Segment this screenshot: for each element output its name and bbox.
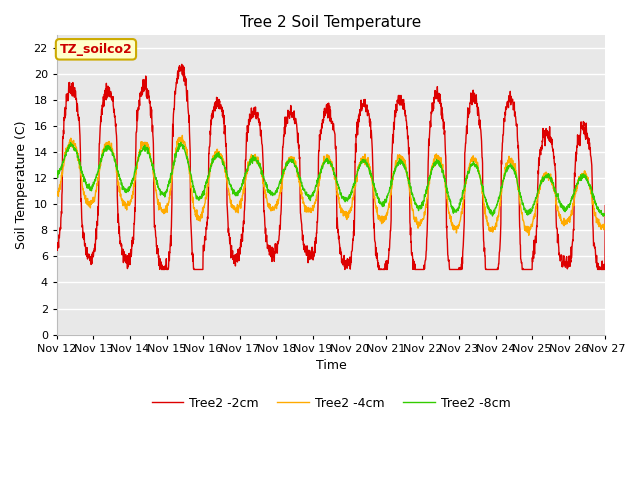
Tree2 -8cm: [568, 196, 576, 202]
Tree2 -4cm: [491, 226, 499, 231]
Tree2 -2cm: [359, 101, 367, 107]
Tree2 -4cm: [53, 190, 61, 195]
Tree2 -8cm: [53, 172, 61, 178]
Text: TZ_soilco2: TZ_soilco2: [60, 43, 132, 56]
Tree2 -8cm: [177, 140, 184, 145]
Tree2 -8cm: [602, 213, 609, 218]
Tree2 -4cm: [347, 205, 355, 211]
Y-axis label: Soil Temperature (C): Soil Temperature (C): [15, 120, 28, 249]
X-axis label: Time: Time: [316, 359, 346, 372]
Tree2 -4cm: [179, 132, 186, 138]
Tree2 -8cm: [206, 168, 214, 174]
Tree2 -8cm: [359, 158, 367, 164]
Tree2 -4cm: [602, 221, 609, 227]
Tree2 -4cm: [525, 232, 532, 238]
Tree2 -2cm: [491, 266, 499, 272]
Tree2 -2cm: [178, 61, 186, 67]
Tree2 -2cm: [602, 203, 609, 208]
Line: Tree2 -8cm: Tree2 -8cm: [57, 143, 605, 216]
Tree2 -4cm: [554, 207, 561, 213]
Tree2 -2cm: [53, 240, 61, 246]
Tree2 -4cm: [206, 168, 214, 174]
Tree2 -2cm: [207, 128, 214, 134]
Legend: Tree2 -2cm, Tree2 -4cm, Tree2 -8cm: Tree2 -2cm, Tree2 -4cm, Tree2 -8cm: [147, 392, 516, 415]
Tree2 -2cm: [348, 259, 355, 265]
Tree2 -4cm: [359, 154, 367, 159]
Title: Tree 2 Soil Temperature: Tree 2 Soil Temperature: [241, 15, 422, 30]
Tree2 -8cm: [553, 192, 561, 198]
Tree2 -2cm: [554, 226, 561, 232]
Line: Tree2 -4cm: Tree2 -4cm: [57, 135, 605, 235]
Tree2 -8cm: [347, 190, 355, 195]
Tree2 -2cm: [157, 266, 165, 272]
Tree2 -8cm: [491, 210, 499, 216]
Line: Tree2 -2cm: Tree2 -2cm: [57, 64, 605, 269]
Tree2 -4cm: [569, 206, 577, 212]
Tree2 -2cm: [569, 239, 577, 245]
Tree2 -8cm: [600, 213, 607, 219]
